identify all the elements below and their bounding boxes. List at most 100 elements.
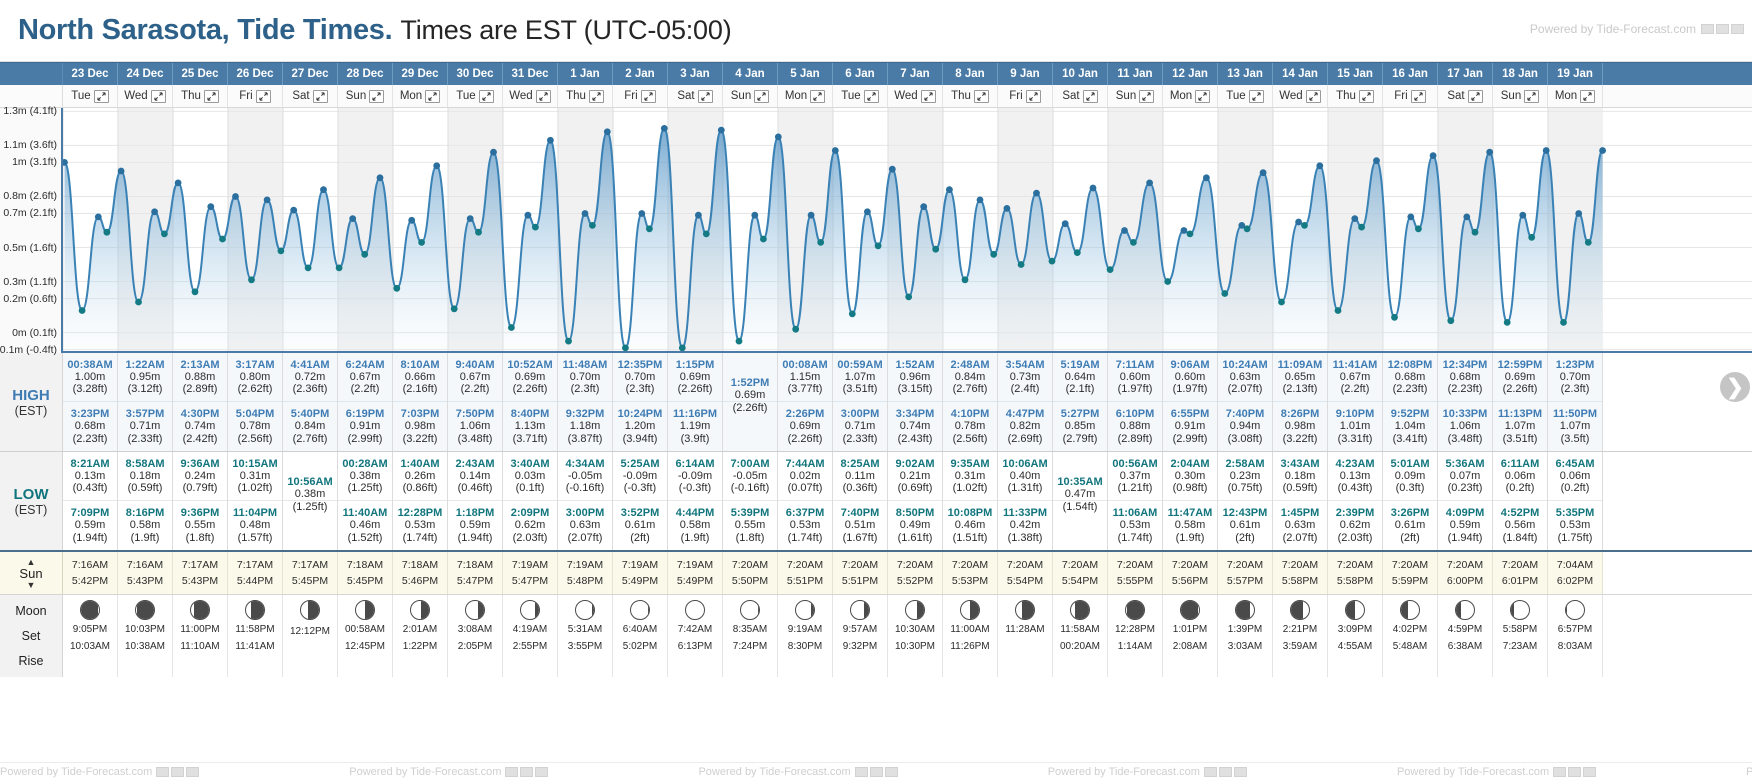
weekday-header-sun[interactable]: Sun — [338, 85, 393, 107]
weekday-header-tue[interactable]: Tue — [448, 85, 503, 107]
weekday-header-tue[interactable]: Tue — [63, 85, 118, 107]
date-header-15-jan[interactable]: 15 Jan — [1328, 63, 1383, 85]
weekday-header-mon[interactable]: Mon — [1163, 85, 1218, 107]
date-header-9-jan[interactable]: 9 Jan — [998, 63, 1053, 85]
high-cell: 10:24AM 0.63m (2.07ft) 7:40PM 0.94m (3.08ft) — [1218, 353, 1273, 451]
weekday-header-thu[interactable]: Thu — [943, 85, 998, 107]
date-header-23-dec[interactable]: 23 Dec — [63, 63, 118, 85]
date-header-10-jan[interactable]: 10 Jan — [1053, 63, 1108, 85]
expand-arrows-icon[interactable] — [1358, 89, 1374, 103]
date-header-18-jan[interactable]: 18 Jan — [1493, 63, 1548, 85]
expand-arrows-icon[interactable] — [1524, 89, 1540, 103]
expand-arrows-icon[interactable] — [863, 89, 879, 103]
expand-arrows-icon[interactable] — [1082, 89, 1098, 103]
weekday-header-wed[interactable]: Wed — [118, 85, 173, 107]
expand-arrows-icon[interactable] — [150, 89, 166, 103]
tide-height-metres: 0.66m — [404, 370, 436, 383]
weekday-header-fri[interactable]: Fri — [228, 85, 283, 107]
weekday-header-mon[interactable]: Mon — [1548, 85, 1603, 107]
moon-cell: 10:30AM 10:30PM — [888, 595, 943, 677]
date-header-25-dec[interactable]: 25 Dec — [173, 63, 228, 85]
expand-arrows-icon[interactable] — [588, 89, 604, 103]
date-header-5-jan[interactable]: 5 Jan — [778, 63, 833, 85]
weekday-header-mon[interactable]: Mon — [393, 85, 448, 107]
date-header-26-dec[interactable]: 26 Dec — [228, 63, 283, 85]
moonrise-time: 2:08AM — [1172, 641, 1208, 652]
weekday-header-row: Tue Wed Thu Fri Sat Sun Mon Tue Wed Thu Fri Sat Sun M… — [0, 85, 1752, 108]
expand-arrows-icon[interactable] — [1410, 89, 1426, 103]
expand-arrows-icon[interactable] — [1139, 89, 1155, 103]
weekday-header-sun[interactable]: Sun — [723, 85, 778, 107]
expand-arrows-icon[interactable] — [478, 89, 494, 103]
expand-arrows-icon[interactable] — [203, 89, 219, 103]
expand-arrows-icon[interactable] — [369, 89, 385, 103]
tide-height-feet: (1.21ft) — [1117, 482, 1153, 495]
tide-height-feet: (1.74ft) — [787, 531, 823, 544]
weekday-header-fri[interactable]: Fri — [613, 85, 668, 107]
date-header-31-dec[interactable]: 31 Dec — [503, 63, 558, 85]
moon-cell: 5:31AM 3:55PM — [558, 595, 613, 677]
date-header-17-jan[interactable]: 17 Jan — [1438, 63, 1493, 85]
date-header-11-jan[interactable]: 11 Jan — [1108, 63, 1163, 85]
date-header-3-jan[interactable]: 3 Jan — [668, 63, 723, 85]
expand-arrows-icon[interactable] — [1195, 89, 1211, 103]
date-header-12-jan[interactable]: 12 Jan — [1163, 63, 1218, 85]
date-header-19-jan[interactable]: 19 Jan — [1548, 63, 1603, 85]
weekday-header-sat[interactable]: Sat — [1438, 85, 1493, 107]
expand-arrows-icon[interactable] — [1467, 89, 1483, 103]
weekday-header-wed[interactable]: Wed — [1273, 85, 1328, 107]
date-header-13-jan[interactable]: 13 Jan — [1218, 63, 1273, 85]
date-header-16-jan[interactable]: 16 Jan — [1383, 63, 1438, 85]
date-header-6-jan[interactable]: 6 Jan — [833, 63, 888, 85]
tide-height-feet: (1.74ft) — [1117, 531, 1153, 544]
expand-arrows-icon[interactable] — [754, 89, 770, 103]
moon-cell: 6:57PM 8:03AM — [1548, 595, 1603, 677]
date-header-28-dec[interactable]: 28 Dec — [338, 63, 393, 85]
expand-arrows-icon[interactable] — [255, 89, 271, 103]
weekday-header-wed[interactable]: Wed — [888, 85, 943, 107]
weekday-header-thu[interactable]: Thu — [173, 85, 228, 107]
expand-arrows-icon[interactable] — [697, 89, 713, 103]
next-page-arrow-button[interactable]: ❯ — [1720, 372, 1750, 402]
date-header-24-dec[interactable]: 24 Dec — [118, 63, 173, 85]
expand-arrows-icon[interactable] — [1305, 89, 1321, 103]
date-header-2-jan[interactable]: 2 Jan — [613, 63, 668, 85]
weekday-header-thu[interactable]: Thu — [1328, 85, 1383, 107]
weekday-header-mon[interactable]: Mon — [778, 85, 833, 107]
expand-arrows-icon[interactable] — [93, 89, 109, 103]
date-header-30-dec[interactable]: 30 Dec — [448, 63, 503, 85]
date-header-29-dec[interactable]: 29 Dec — [393, 63, 448, 85]
expand-arrows-icon[interactable] — [1580, 89, 1596, 103]
expand-arrows-icon[interactable] — [1025, 89, 1041, 103]
tide-height-metres: 1.07m — [1559, 420, 1591, 433]
tide-height-metres: 0.74m — [899, 420, 931, 433]
weekday-header-thu[interactable]: Thu — [558, 85, 613, 107]
date-header-1-jan[interactable]: 1 Jan — [558, 63, 613, 85]
weekday-header-fri[interactable]: Fri — [1383, 85, 1438, 107]
tide-height-feet: (0.23ft) — [1447, 482, 1483, 495]
date-header-14-jan[interactable]: 14 Jan — [1273, 63, 1328, 85]
date-header-8-jan[interactable]: 8 Jan — [943, 63, 998, 85]
weekday-header-sat[interactable]: Sat — [283, 85, 338, 107]
expand-arrows-icon[interactable] — [640, 89, 656, 103]
weekday-header-tue[interactable]: Tue — [1218, 85, 1273, 107]
weekday-header-tue[interactable]: Tue — [833, 85, 888, 107]
date-header-4-jan[interactable]: 4 Jan — [723, 63, 778, 85]
date-header-27-dec[interactable]: 27 Dec — [283, 63, 338, 85]
weekday-header-sun[interactable]: Sun — [1108, 85, 1163, 107]
weekday-header-fri[interactable]: Fri — [998, 85, 1053, 107]
expand-arrows-icon[interactable] — [920, 89, 936, 103]
expand-arrows-icon[interactable] — [973, 89, 989, 103]
expand-arrows-icon[interactable] — [1248, 89, 1264, 103]
weekday-header-sun[interactable]: Sun — [1493, 85, 1548, 107]
tide-height-feet: (-0.3ft) — [623, 482, 657, 495]
tide-time: 2:43AM — [455, 457, 495, 470]
date-header-7-jan[interactable]: 7 Jan — [888, 63, 943, 85]
weekday-header-wed[interactable]: Wed — [503, 85, 558, 107]
expand-arrows-icon[interactable] — [312, 89, 328, 103]
weekday-header-sat[interactable]: Sat — [668, 85, 723, 107]
expand-arrows-icon[interactable] — [535, 89, 551, 103]
weekday-header-sat[interactable]: Sat — [1053, 85, 1108, 107]
expand-arrows-icon[interactable] — [425, 89, 441, 103]
expand-arrows-icon[interactable] — [810, 89, 826, 103]
